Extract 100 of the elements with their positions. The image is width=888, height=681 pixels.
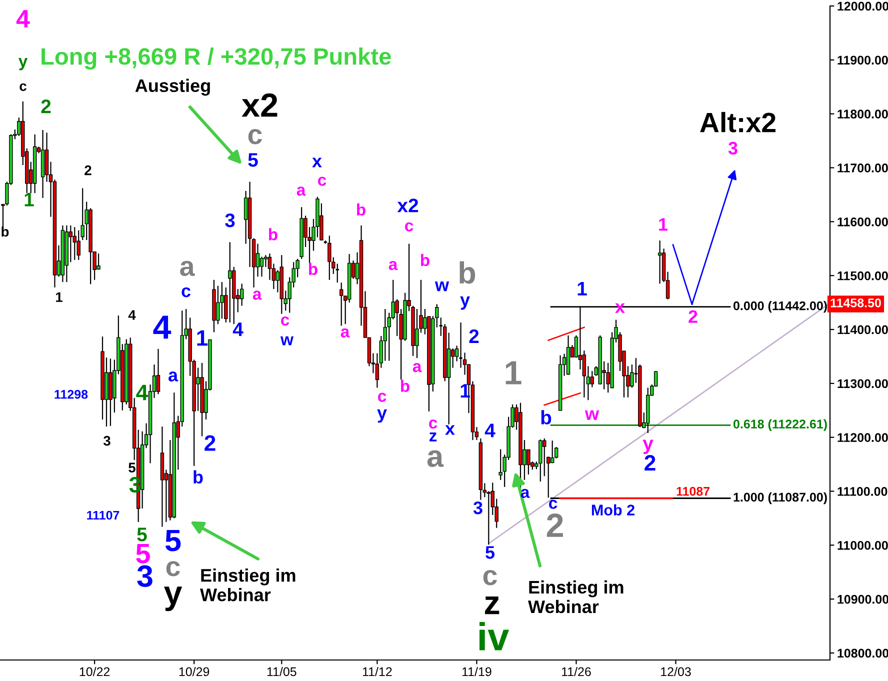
annotation: 3 [728,142,738,155]
x-tick-label: 10/22 [80,666,110,676]
annotation: 1 [56,292,62,302]
ref-line-label: 0.000 (11442.00) [733,301,827,313]
annotation: Einstieg im Webinar [528,580,624,614]
y-tick-label: 11700.00 [838,164,888,172]
annotation: b [309,262,318,276]
annotation: b [541,410,552,424]
y-tick-label: 11000.00 [838,540,888,550]
candlestick [244,190,248,244]
candlestick [72,226,77,260]
annotation: b [357,203,366,216]
annotation: a [388,260,398,270]
annotation: 2 [41,100,51,114]
candlestick [538,438,542,482]
y-tick-label: 11600.00 [838,217,888,226]
annotation: 4 [136,384,148,400]
annotation: w [434,282,450,292]
annotation: Mob 2 [592,504,634,516]
annotation: c [378,392,386,402]
annotation: a [412,363,422,372]
annotation: 2 [469,329,479,343]
ref-line-label: 11087 [676,486,710,496]
annotation: 5 [165,530,181,552]
annotation: a [180,260,195,276]
annotation: Ausstieg [135,78,210,96]
candlestick [156,348,160,395]
annotation: b [460,261,476,284]
annotation: 3 [137,565,152,587]
annotation: c [248,129,262,144]
y-tick-label: 11500.00 [838,271,888,280]
y-tick-label: 11900.00 [838,56,888,65]
annotation: 1 [578,282,587,296]
annotation: 1 [659,218,668,231]
annotation: 5 [136,544,150,564]
annotation: w [280,336,294,346]
annotation: c [405,222,414,232]
annotation: 4 [16,10,30,28]
annotation: c [281,316,290,326]
annotation: 3 [473,501,482,514]
annotation: a [168,372,178,382]
annotation: c [429,420,438,429]
annotation: y [642,440,654,454]
annotation: a [296,186,306,196]
annotation: b [194,470,203,484]
candlestick [68,224,73,263]
annotation: 4 [153,316,172,339]
annotation: 2 [204,435,216,451]
text: Long +8,669 R / +320,75 Punkte [42,47,391,70]
candlestick [658,240,662,284]
annotation: x2 [242,93,278,117]
annotation: w [584,410,600,420]
ref-line-label: 1.000 (11087.00) [734,492,827,504]
annotation: c [318,176,326,186]
annotation: c [166,561,180,576]
annotation: c [483,570,497,586]
annotation: 3 [103,436,110,446]
x-tick-label: 11/05 [267,666,296,676]
x-tick-label: 11/19 [462,666,492,676]
y-tick-label: 11300.00 [838,379,888,388]
candlestick [526,449,530,476]
annotation: 11107 [87,510,120,520]
annotation: 5 [137,528,147,542]
annotation: 4 [232,322,244,336]
annotation: 5 [248,153,258,167]
annotation: a [340,328,350,338]
annotation: y [377,409,387,423]
x-tick-label: 11/12 [362,666,392,676]
annotation: 4 [484,424,496,438]
candlestick [260,256,264,278]
annotation: x [312,158,322,168]
y-tick-label: 11200.00 [838,433,888,442]
annotation: 5 [486,546,495,559]
annotation: 11298 [54,390,88,399]
x-tick-label: 11/26 [562,666,591,676]
annotation: z [485,596,500,614]
y-tick-label: 11800.00 [838,110,888,118]
annotation: z [430,432,437,442]
candlestick [383,308,388,362]
annotation: Einstieg im Webinar [200,568,296,602]
annotation: iv [480,622,510,650]
annotation: 1 [24,192,34,206]
candlestick [328,235,332,280]
candlestick [228,242,232,324]
y-tick-label: 11400.00 [838,325,888,334]
annotation: 2 [644,455,656,471]
annotation: 2 [688,310,698,323]
candlestick [590,370,594,388]
annotation: c [20,83,26,91]
annotation: x [445,425,455,435]
candlestick [542,438,546,477]
x-tick-label: 10/29 [179,666,210,676]
annotation: 3 [225,213,235,228]
annotation: b [401,380,410,392]
ref-line-label: 0.618 (11222.61) [733,419,827,431]
x-tick-label: 12/03 [661,666,691,676]
candlestick [216,285,220,325]
annotation: x2 [397,198,418,212]
annotation: 2 [84,165,92,176]
candlestick [256,243,260,278]
